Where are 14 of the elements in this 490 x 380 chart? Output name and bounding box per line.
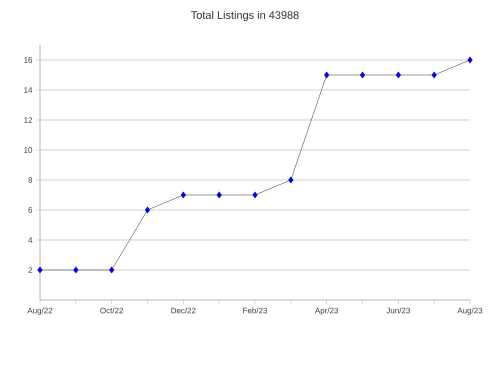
point xyxy=(180,192,186,198)
point xyxy=(288,176,294,184)
point xyxy=(324,72,330,78)
point xyxy=(467,56,473,64)
point xyxy=(37,266,43,274)
point xyxy=(216,192,222,198)
point xyxy=(360,72,366,78)
point xyxy=(144,206,150,214)
point xyxy=(109,266,114,274)
point xyxy=(396,72,401,78)
chart-title: Total Listings in 43988 xyxy=(191,10,299,22)
point xyxy=(73,266,78,274)
point xyxy=(252,192,258,198)
point xyxy=(432,72,437,78)
